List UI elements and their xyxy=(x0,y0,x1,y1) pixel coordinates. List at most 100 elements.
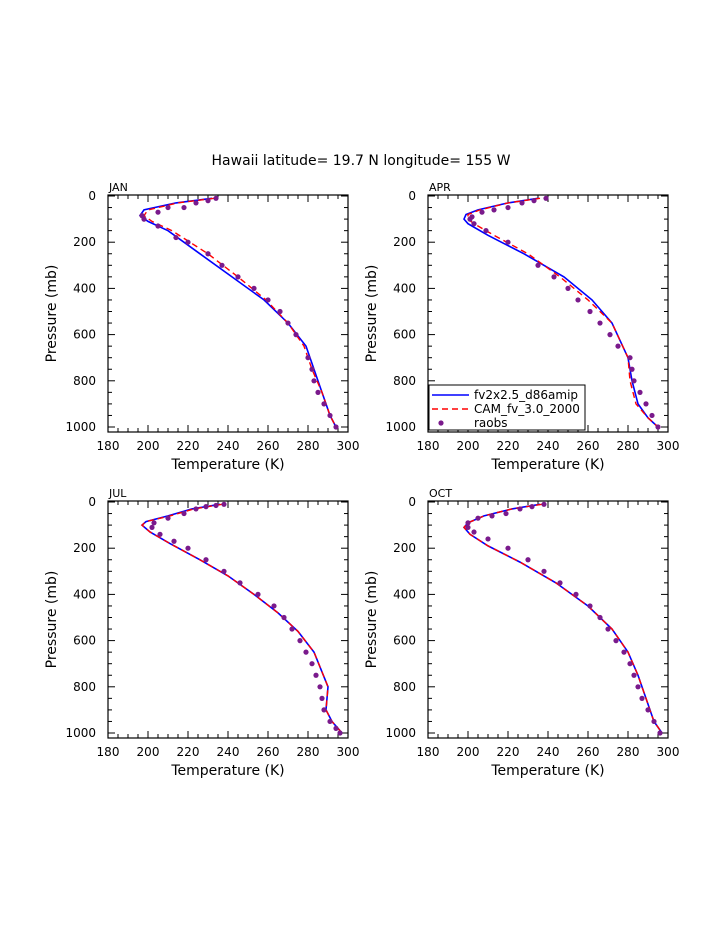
raobs-point xyxy=(213,195,219,201)
raobs-point xyxy=(205,198,211,204)
raobs-point xyxy=(313,672,319,678)
raobs-point xyxy=(327,718,333,725)
raobs-point xyxy=(321,401,327,407)
raobs-point xyxy=(575,297,581,303)
raobs-point xyxy=(529,504,535,510)
raobs-point xyxy=(319,695,325,701)
raobs-point xyxy=(157,531,163,537)
y-tick-label: 600 xyxy=(393,634,416,648)
raobs-point xyxy=(293,332,299,338)
y-tick-label: 600 xyxy=(393,328,416,342)
raobs-point xyxy=(181,204,187,211)
raobs-point xyxy=(503,510,509,517)
raobs-point xyxy=(193,200,199,206)
legend-label: fv2x2.5_d86amip xyxy=(474,388,578,402)
raobs-point xyxy=(491,207,497,213)
raobs-point xyxy=(149,524,155,531)
raobs-point xyxy=(631,672,637,678)
y-axis-label: Pressure (mb) xyxy=(364,265,380,363)
raobs-point xyxy=(657,730,663,736)
panel-label: APR xyxy=(429,181,451,194)
raobs-point xyxy=(317,684,323,690)
raobs-point xyxy=(151,520,157,526)
raobs-point xyxy=(531,198,537,204)
raobs-point xyxy=(479,209,485,215)
legend-label: CAM_fv_3.0_2000 xyxy=(474,402,580,416)
raobs-point xyxy=(615,343,621,349)
raobs-point xyxy=(467,216,473,222)
y-tick-label: 200 xyxy=(73,541,96,555)
x-axis-label: Temperature (K) xyxy=(170,457,284,473)
raobs-point xyxy=(637,389,643,395)
x-tick-label: 300 xyxy=(337,745,360,759)
panel-apr: APR 180 200 220 240 260 280 300 0 200 400 600 800 100… xyxy=(364,181,679,473)
raobs-point xyxy=(587,603,593,609)
y-tick-label: 1000 xyxy=(65,420,96,434)
y-axis-label: Pressure (mb) xyxy=(44,571,60,669)
raobs-point xyxy=(235,274,241,280)
y-tick-label: 800 xyxy=(393,680,416,694)
raobs-point xyxy=(471,529,477,535)
x-tick-label: 240 xyxy=(537,439,560,453)
raobs-point xyxy=(607,332,613,338)
x-tick-label: 220 xyxy=(177,745,200,759)
raobs-point xyxy=(465,524,471,531)
panel-jul: JUL 180 200 220 240 260 280 300 0 200 400 600 800 100… xyxy=(44,487,359,779)
figure-title: Hawaii latitude= 19.7 N longitude= 155 W xyxy=(212,153,511,169)
raobs-point xyxy=(535,262,541,268)
raobs-point xyxy=(557,580,563,586)
raobs-point xyxy=(309,366,315,372)
raobs-point xyxy=(471,221,477,227)
raobs-point xyxy=(337,730,343,736)
y-axis-label: Pressure (mb) xyxy=(44,265,60,363)
raobs-point xyxy=(237,580,243,586)
panel-jan: JAN 180 200 220 240 260 280 300 0 200 400 600 800 100… xyxy=(44,181,359,473)
raobs-point xyxy=(631,378,637,384)
raobs-point xyxy=(613,638,619,644)
raobs-point xyxy=(213,502,219,509)
raobs-point xyxy=(221,568,227,574)
x-tick-label: 280 xyxy=(617,745,640,759)
series-line-fv xyxy=(138,197,337,428)
x-tick-label: 300 xyxy=(657,439,680,453)
raobs-point xyxy=(605,626,611,632)
raobs-point xyxy=(305,355,311,361)
raobs-point xyxy=(629,366,635,372)
y-tick-label: 400 xyxy=(393,281,416,295)
x-tick-label: 200 xyxy=(457,745,480,759)
raobs-point xyxy=(587,308,593,315)
y-tick-label: 600 xyxy=(73,634,96,648)
raobs-point xyxy=(281,614,287,621)
raobs-point xyxy=(285,320,291,326)
raobs-point xyxy=(303,649,309,655)
raobs-point xyxy=(483,228,489,234)
y-tick-label: 0 xyxy=(408,495,416,509)
raobs-point xyxy=(181,510,187,517)
series-line-fv xyxy=(140,503,343,734)
y-tick-label: 0 xyxy=(408,189,416,203)
legend-label: raobs xyxy=(474,416,508,430)
raobs-point xyxy=(643,401,649,407)
x-tick-label: 180 xyxy=(417,439,440,453)
panel-label: JAN xyxy=(108,181,128,194)
raobs-point xyxy=(271,603,277,609)
y-tick-label: 400 xyxy=(393,587,416,601)
x-axis-label: Temperature (K) xyxy=(490,763,604,779)
legend-marker xyxy=(438,420,444,426)
raobs-point xyxy=(505,239,511,245)
raobs-point xyxy=(597,614,603,621)
x-tick-label: 180 xyxy=(97,745,120,759)
raobs-point xyxy=(645,707,651,713)
raobs-point xyxy=(165,204,171,211)
x-tick-label: 280 xyxy=(297,439,320,453)
raobs-point xyxy=(321,707,327,713)
panel-label: JUL xyxy=(108,487,127,500)
plot-frame xyxy=(427,500,669,739)
y-tick-label: 0 xyxy=(88,189,96,203)
raobs-point xyxy=(155,209,161,215)
panel-label: OCT xyxy=(429,487,452,500)
x-tick-label: 300 xyxy=(337,439,360,453)
y-tick-label: 1000 xyxy=(385,726,416,740)
raobs-point xyxy=(519,200,525,206)
